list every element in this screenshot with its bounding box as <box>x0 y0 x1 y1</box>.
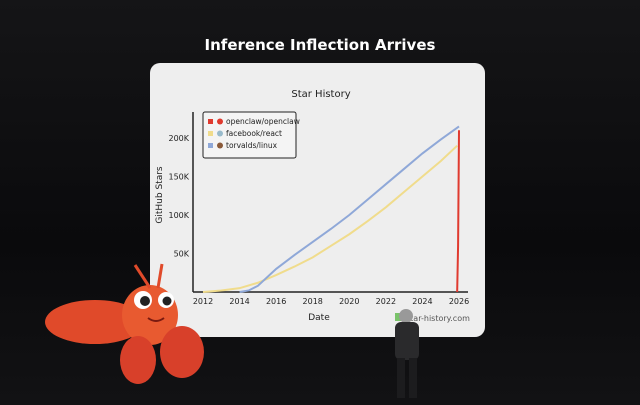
chart-title: Star History <box>291 89 350 100</box>
repo-avatar-icon <box>217 118 223 125</box>
x-tick-label: 2012 <box>193 297 213 306</box>
x-tick-label: 2020 <box>339 297 359 306</box>
legend-entry: facebook/react <box>226 129 282 138</box>
lobster-mascot <box>45 263 204 384</box>
chart-panel <box>150 63 485 337</box>
legend-entry: torvalds/linux <box>226 141 278 150</box>
presenter <box>395 309 419 398</box>
x-tick-label: 2016 <box>266 297 286 306</box>
x-tick-label: 2024 <box>412 297 432 306</box>
series-line-torvalds-linux <box>239 125 460 293</box>
slide-title: Inference Inflection Arrives <box>205 36 436 54</box>
y-tick-label: 150K <box>168 173 189 182</box>
legend-swatch <box>208 131 213 136</box>
x-axis-label: Date <box>308 313 330 323</box>
legend-swatch <box>208 119 213 124</box>
y-tick-label: 50K <box>174 250 190 259</box>
series-line-openclaw-openclaw <box>456 130 460 293</box>
repo-avatar-icon <box>217 142 223 149</box>
x-tick-label: 2014 <box>229 297 249 306</box>
repo-avatar-icon <box>217 130 223 137</box>
star-history-logo-icon <box>395 313 403 321</box>
watermark: star-history.com <box>406 314 470 323</box>
y-tick-label: 100K <box>168 211 189 220</box>
x-tick-label: 2026 <box>449 297 469 306</box>
x-tick-label: 2022 <box>376 297 396 306</box>
x-tick-label: 2018 <box>303 297 323 306</box>
y-tick-label: 200K <box>168 134 189 143</box>
series-line-facebook-react <box>202 144 458 293</box>
y-axis-label: GitHub Stars <box>155 166 165 224</box>
legend-swatch <box>208 143 213 148</box>
legend-entry: openclaw/openclaw <box>226 117 300 126</box>
legend: openclaw/openclaw facebook/react torvalds/… <box>202 111 300 159</box>
